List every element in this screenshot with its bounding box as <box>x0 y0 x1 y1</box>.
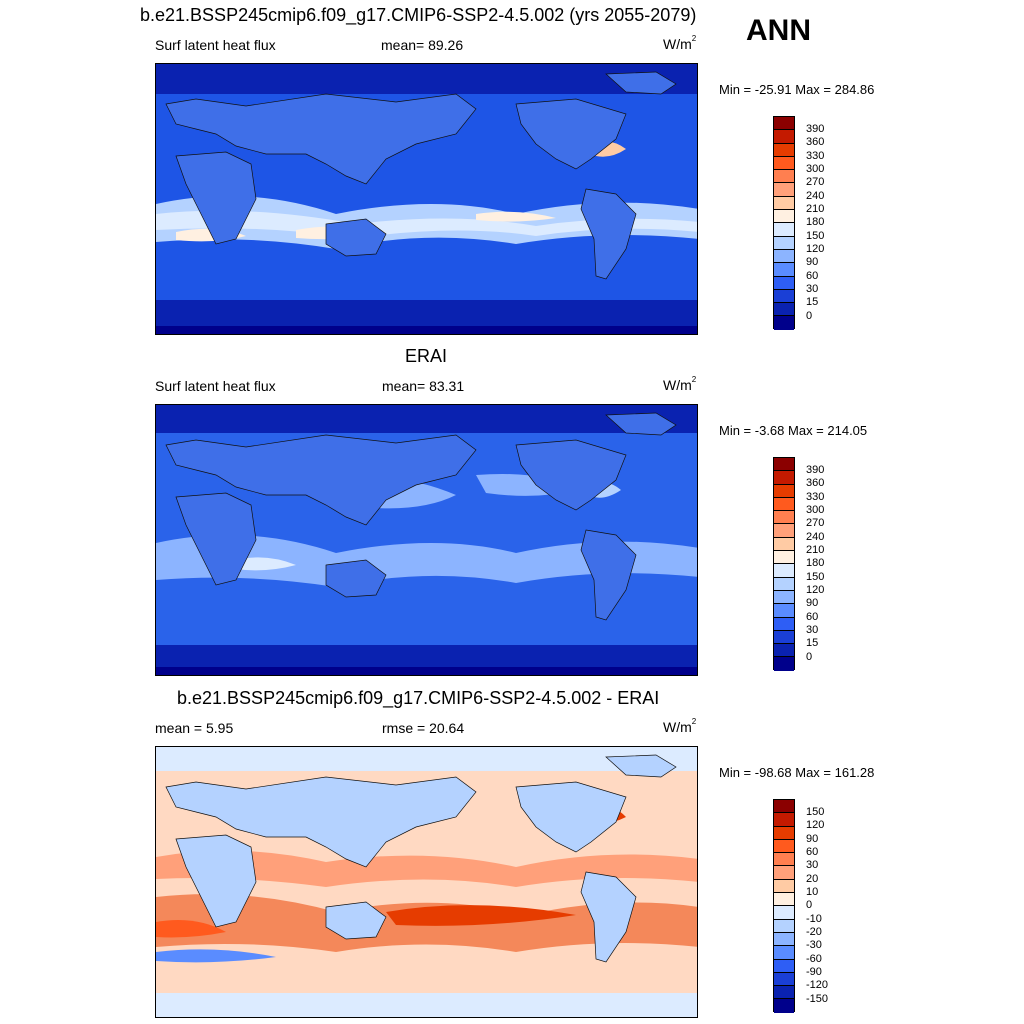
panel-2-cb-label: 180 <box>806 557 825 569</box>
panel-3-title: b.e21.BSSP245cmip6.f09_g17.CMIP6-SSP2-4.… <box>177 688 660 708</box>
panel-1-cb-label: 90 <box>806 256 819 268</box>
panel-1-map <box>155 63 698 335</box>
panel-2-cb-label: 120 <box>806 584 825 596</box>
panel-1-title: b.e21.BSSP245cmip6.f09_g17.CMIP6-SSP2-4.… <box>140 5 697 25</box>
panel-3-cb-label: 0 <box>806 899 813 911</box>
panel-1-colorbar <box>773 116 795 330</box>
panel-1-cb-label: 15 <box>806 296 819 308</box>
panel-1-cb-label: 270 <box>806 176 825 188</box>
panel-1-cb-label: 360 <box>806 136 825 148</box>
panel-1-cb-label: 0 <box>806 310 813 322</box>
season-label: ANN <box>746 14 811 47</box>
panel-3-cb-label: -120 <box>806 979 829 991</box>
panel-1-unit-label: W/m2 <box>663 34 697 52</box>
panel-2-cb-label: 240 <box>806 531 825 543</box>
panel-2-tropical-band <box>156 535 697 587</box>
panel-2-cb-label: 60 <box>806 611 819 623</box>
panel-1-cb-label: 330 <box>806 150 825 162</box>
panel-2-unit-label: W/m2 <box>663 375 697 393</box>
panel-2-variable-label: Surf latent heat flux <box>155 378 276 394</box>
panel-3-minmax: Min = -98.68 Max = 161.28 <box>719 765 875 780</box>
panel-1-cb-label: 300 <box>806 163 825 175</box>
panel-2-continents <box>165 412 677 621</box>
panel-3-unit-label: W/m2 <box>663 717 697 735</box>
panel-2-map <box>155 404 698 676</box>
panel-2-cb-label: 330 <box>806 491 825 503</box>
panel-2-title: ERAI <box>405 346 448 366</box>
panel-2-cb-label: 300 <box>806 504 825 516</box>
panel-3-map <box>155 746 698 1018</box>
panel-1-minmax: Min = -25.91 Max = 284.86 <box>719 82 875 97</box>
panel-2-minmax: Min = -3.68 Max = 214.05 <box>719 423 868 438</box>
panel-1-cb-label: 180 <box>806 216 825 228</box>
panel-3-cb-label: 120 <box>806 819 825 831</box>
panel-2-cb-label: 390 <box>806 464 825 476</box>
panel-3-cb-label: -20 <box>806 926 822 938</box>
panel-2-mean-label: mean= 83.31 <box>382 378 465 394</box>
panel-3-cb-label: -90 <box>806 966 822 978</box>
panel-3-cb-label: 10 <box>806 886 819 898</box>
panel-2-cb-label: 0 <box>806 651 813 663</box>
panel-3-cb-label: -10 <box>806 913 822 925</box>
panel-3-cb-label: 150 <box>806 806 825 818</box>
panel-1-cb-label: 30 <box>806 283 819 295</box>
panel-2-cb-label: 210 <box>806 544 825 556</box>
panel-3-colorbar <box>773 799 795 1013</box>
panel-3-cb-label: -30 <box>806 939 822 951</box>
panel-1-cb-label: 390 <box>806 123 825 135</box>
panel-3-mean-label: mean = 5.95 <box>155 720 234 736</box>
panel-3-cb-label: 20 <box>806 873 819 885</box>
panel-2-cb-label: 150 <box>806 571 825 583</box>
panel-3-cb-label: 90 <box>806 833 819 845</box>
panel-1-continents <box>165 71 677 280</box>
panel-3-cb-label: 30 <box>806 859 819 871</box>
panel-1-variable-label: Surf latent heat flux <box>155 37 276 53</box>
panel-2-cb-label: 270 <box>806 517 825 529</box>
panel-3-cb-label: -60 <box>806 953 822 965</box>
panel-3-cb-label: 60 <box>806 846 819 858</box>
panel-1-mean-label: mean= 89.26 <box>381 37 464 53</box>
panel-1-cb-label: 240 <box>806 190 825 202</box>
panel-1-cb-label: 150 <box>806 230 825 242</box>
panel-2-colorbar <box>773 457 795 671</box>
panel-1-cb-label: 210 <box>806 203 825 215</box>
panel-3-continents <box>165 754 677 963</box>
panel-1-cb-label: 60 <box>806 270 819 282</box>
panel-2-cb-label: 15 <box>806 637 819 649</box>
panel-2-cb-label: 360 <box>806 477 825 489</box>
panel-1-cb-label: 120 <box>806 243 825 255</box>
panel-3-cb-label: -150 <box>806 993 829 1005</box>
panel-2-cb-label: 30 <box>806 624 819 636</box>
panel-2-cb-label: 90 <box>806 597 819 609</box>
panel-3-rmse-label: rmse = 20.64 <box>382 720 465 736</box>
